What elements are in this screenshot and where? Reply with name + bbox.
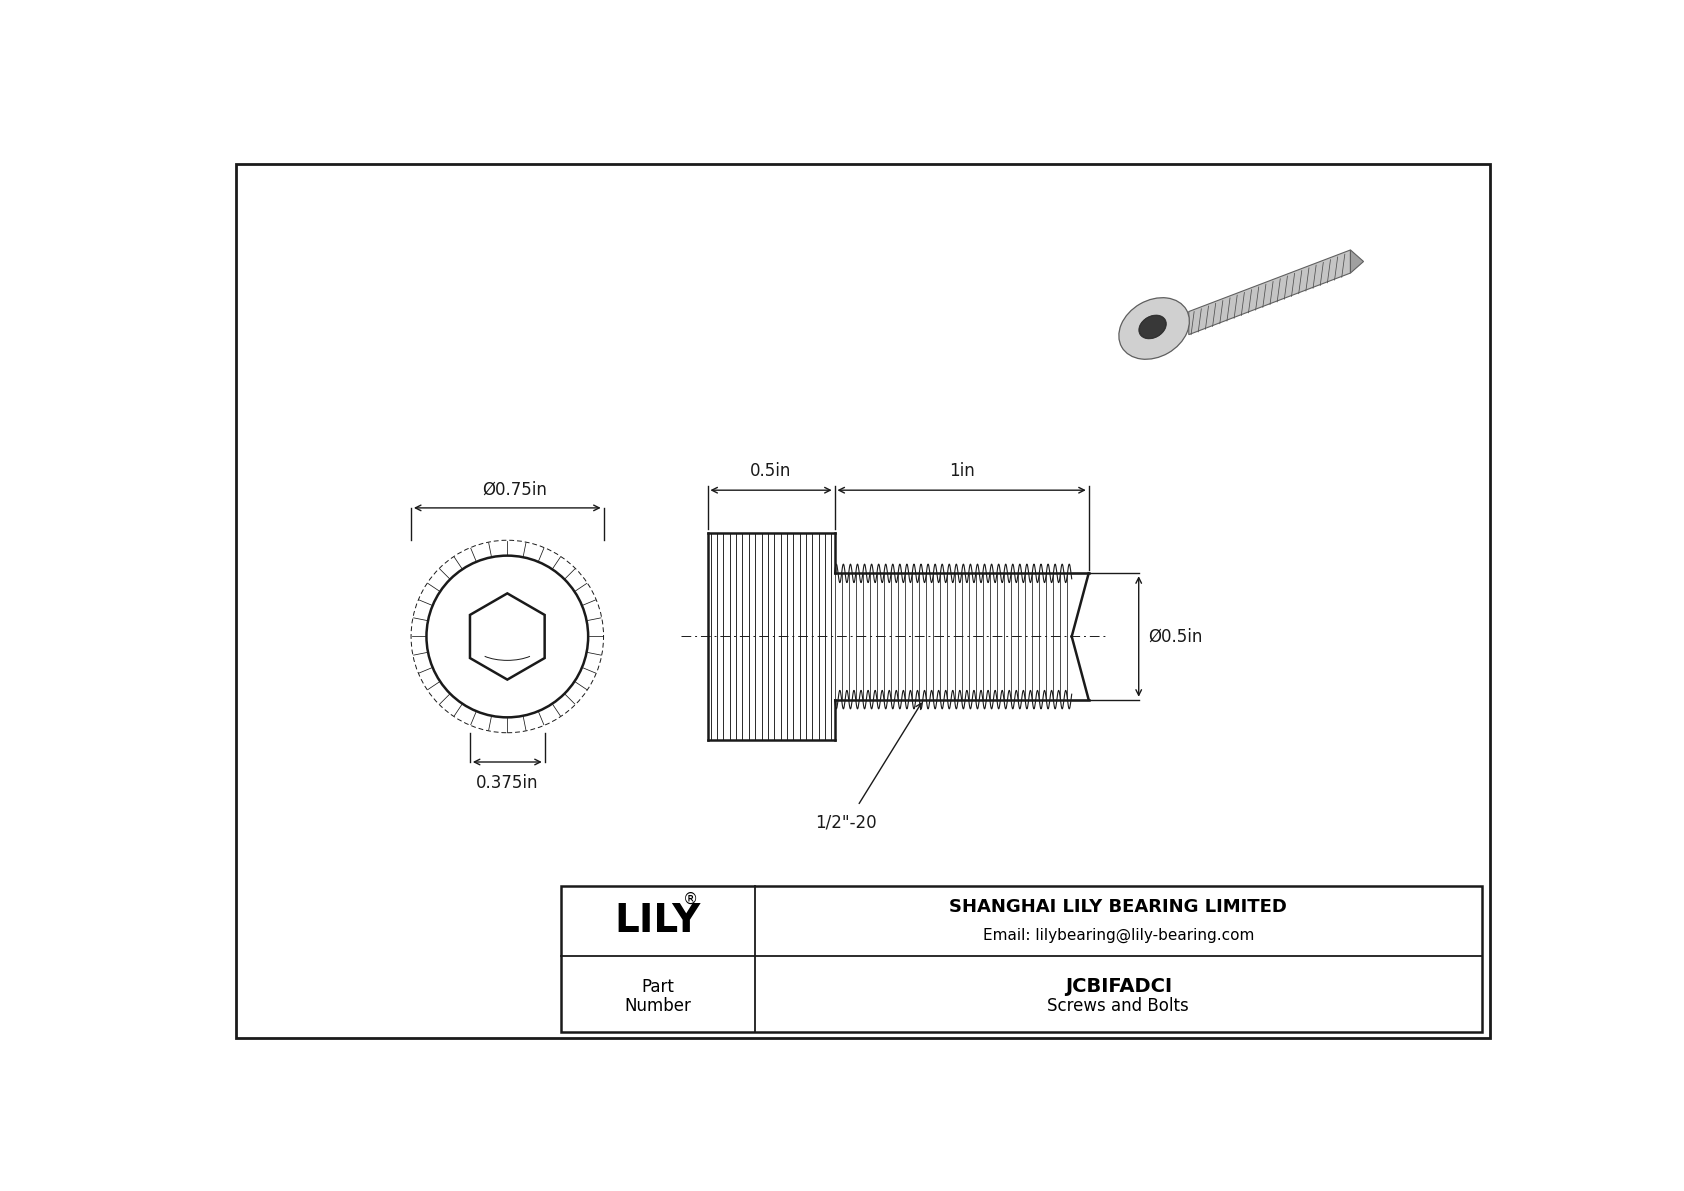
Text: Number: Number: [625, 997, 692, 1015]
Text: 0.375in: 0.375in: [477, 773, 539, 792]
Text: Screws and Bolts: Screws and Bolts: [1047, 997, 1189, 1015]
Ellipse shape: [1140, 316, 1165, 338]
Text: ®: ®: [682, 892, 697, 908]
Polygon shape: [1351, 250, 1364, 273]
Ellipse shape: [1120, 298, 1189, 358]
Text: Email: lilybearing@lily-bearing.com: Email: lilybearing@lily-bearing.com: [983, 928, 1255, 942]
Text: LILY: LILY: [615, 902, 701, 940]
Text: JCBIFADCI: JCBIFADCI: [1064, 977, 1172, 996]
Text: 1/2"-20: 1/2"-20: [815, 813, 877, 831]
Ellipse shape: [1118, 298, 1189, 360]
Polygon shape: [1189, 250, 1351, 335]
Text: Ø0.75in: Ø0.75in: [483, 481, 547, 499]
Text: SHANGHAI LILY BEARING LIMITED: SHANGHAI LILY BEARING LIMITED: [950, 898, 1287, 916]
Text: Ø0.5in: Ø0.5in: [1148, 628, 1202, 646]
Bar: [561, 886, 1482, 1033]
Text: Part: Part: [642, 978, 674, 996]
Ellipse shape: [1138, 316, 1167, 338]
Text: 1in: 1in: [948, 462, 975, 480]
Text: 0.5in: 0.5in: [751, 462, 791, 480]
